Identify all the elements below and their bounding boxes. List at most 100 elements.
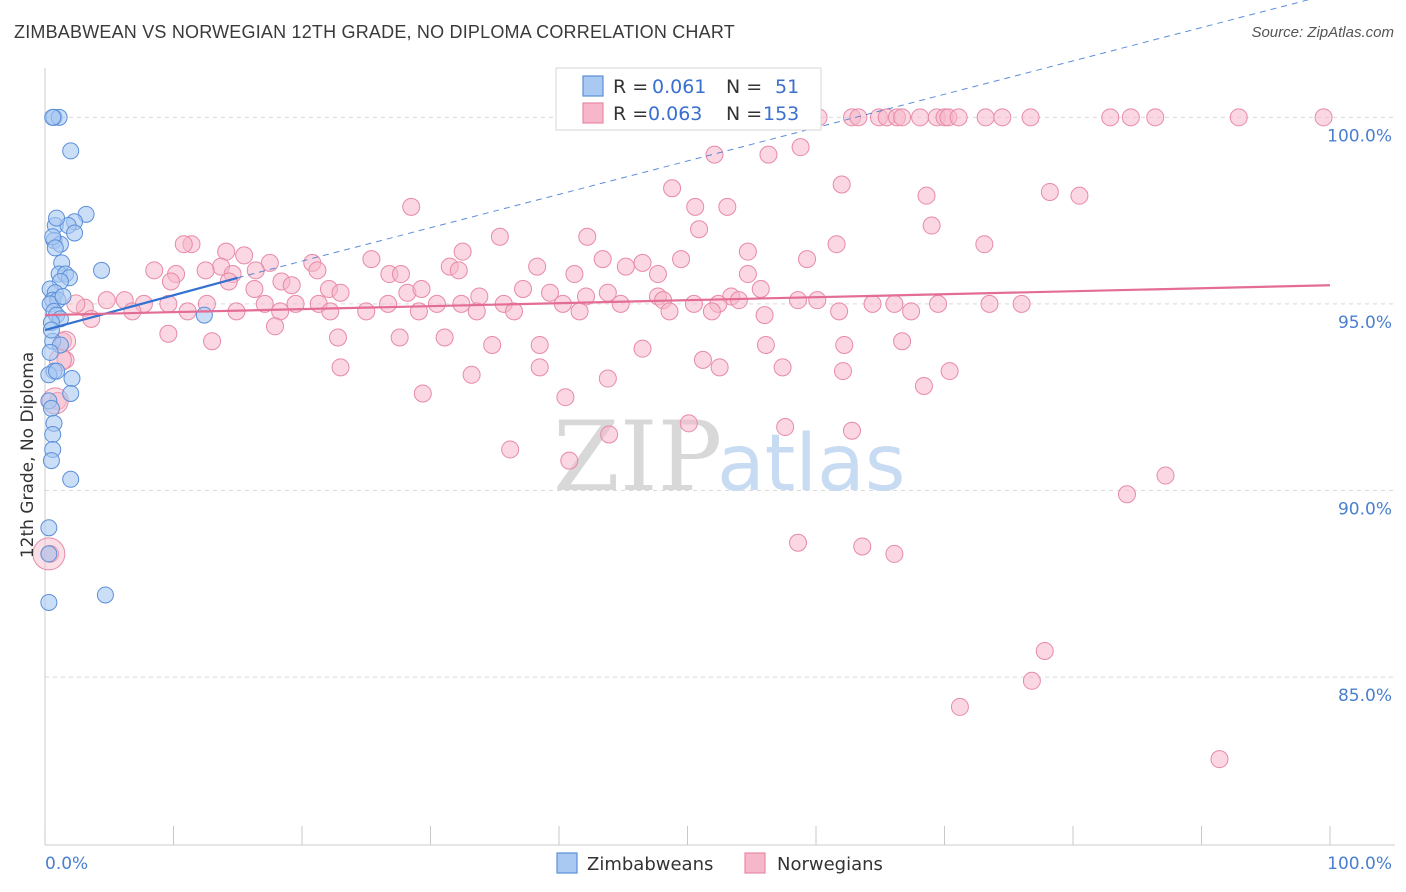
- norwegian-point: [863, 294, 882, 313]
- norwegian-point: [648, 265, 667, 284]
- zimbabwean-point: [41, 343, 59, 361]
- zimbabwean-point: [62, 384, 80, 402]
- zimbabwean-point: [48, 362, 66, 380]
- legend-n-value-zimbabweans: 51: [775, 76, 799, 98]
- norwegian-point: [578, 227, 597, 246]
- norwegian-point: [950, 697, 969, 716]
- bottom-legend-zimbabweans: Zimbabweans: [587, 854, 713, 875]
- zimbabwean-point: [42, 321, 60, 339]
- norwegian-point: [684, 294, 703, 313]
- zimbabwean-point: [40, 593, 58, 611]
- norwegian-point: [835, 335, 854, 354]
- zimbabwean-trend-line: [44, 276, 239, 332]
- norwegian-point: [560, 451, 579, 470]
- norwegian-point: [1101, 108, 1120, 127]
- zimbabweans-points: [40, 108, 213, 611]
- x-tick-label-max: 100.0%: [1327, 854, 1392, 874]
- zimbabwean-point: [44, 426, 62, 444]
- norwegian-point: [1040, 182, 1059, 201]
- norwegian-point: [917, 186, 936, 205]
- zimbabwean-point: [42, 452, 60, 470]
- y-tick-label: 100.0%: [1327, 126, 1392, 146]
- norwegian-point: [600, 425, 619, 444]
- norwegian-point: [145, 261, 164, 280]
- zimbabwean-point: [40, 519, 58, 537]
- y-tick-label: 95.0%: [1338, 313, 1392, 333]
- legend-r-label: R =: [613, 76, 648, 98]
- norwegian-point: [693, 350, 712, 369]
- norwegian-point: [255, 294, 274, 313]
- norwegian-point: [271, 302, 290, 321]
- zimbabwean-point: [66, 224, 84, 242]
- norwegian-point: [902, 302, 921, 321]
- norwegian-point: [830, 302, 849, 321]
- norwegian-point: [980, 294, 999, 313]
- norwegian-point: [914, 377, 933, 395]
- norwegian-point: [435, 328, 454, 347]
- norwegian-point: [1314, 108, 1333, 127]
- bottom-legend: Zimbabweans Norwegians: [556, 852, 883, 875]
- zimbabwean-point: [48, 209, 66, 227]
- norwegian-point: [328, 328, 347, 347]
- norwegian-point: [976, 108, 995, 127]
- zimbabwean-point: [42, 399, 60, 417]
- norwegian-point: [576, 287, 595, 306]
- norwegian-point: [598, 369, 617, 388]
- norwegian-point: [686, 197, 705, 216]
- norwegian-point: [1156, 466, 1175, 485]
- norwegian-point: [1021, 108, 1040, 127]
- norwegian-point: [308, 261, 327, 280]
- norwegian-trend-line: [44, 284, 1331, 317]
- y-tick-labels: 85.0% 90.0% 95.0% 100.0%: [1327, 126, 1392, 706]
- norwegian-point: [633, 339, 652, 358]
- watermark-zip: ZIP: [553, 401, 722, 513]
- zimbabwean-point: [63, 370, 81, 388]
- norwegian-point: [738, 265, 757, 284]
- norwegian-point: [756, 335, 775, 354]
- norwegian-point: [827, 235, 846, 254]
- norwegian-point: [362, 250, 381, 269]
- bottom-legend-norwegians: Norwegians: [777, 854, 883, 875]
- norwegian-point: [412, 279, 431, 298]
- legend-n-label: N =: [726, 76, 762, 98]
- norwegian-point: [570, 302, 589, 321]
- norwegian-point: [470, 287, 489, 306]
- norwegian-point: [1229, 108, 1248, 127]
- norwegian-point: [759, 145, 778, 164]
- bottom-legend-swatch-zimbabweans: [556, 852, 578, 874]
- norwegian-point: [453, 242, 472, 261]
- norwegian-point: [260, 253, 279, 272]
- norwegian-point: [266, 317, 285, 336]
- norwegian-point: [161, 272, 180, 291]
- zimbabwean-point: [44, 108, 62, 126]
- norwegian-point: [379, 294, 398, 313]
- norwegian-point: [1012, 294, 1031, 313]
- legend-n-label: N =: [726, 103, 762, 125]
- norwegian-point: [556, 388, 575, 407]
- norwegian-point: [705, 145, 724, 164]
- zimbabwean-point: [195, 306, 213, 324]
- norwegian-point: [773, 358, 792, 377]
- zimbabwean-point: [54, 287, 72, 305]
- norwegian-point: [718, 197, 737, 216]
- y-tick-label: 85.0%: [1338, 686, 1392, 706]
- norwegian-point: [159, 324, 178, 343]
- gridlines: [45, 116, 1395, 678]
- norwegian-point: [922, 216, 941, 235]
- norwegian-point: [514, 279, 533, 298]
- norwegian-point: [1210, 750, 1229, 769]
- norwegian-point: [791, 138, 810, 157]
- norwegian-point: [893, 108, 912, 127]
- norwegian-point: [321, 302, 340, 321]
- norwegian-point: [738, 242, 757, 261]
- norwegian-point: [390, 328, 409, 347]
- chart-title: ZIMBABWEAN VS NORWEGIAN 12TH GRADE, NO D…: [14, 22, 735, 42]
- norwegian-point: [462, 365, 481, 384]
- zimbabwean-point: [93, 261, 111, 279]
- norwegian-point: [660, 302, 679, 321]
- norwegian-point: [530, 358, 549, 377]
- trend-lines: [44, 0, 1331, 332]
- legend-swatch-zimbabweans: [582, 75, 604, 97]
- watermark-atlas: atlas: [717, 419, 906, 509]
- norwegian-point: [452, 294, 471, 313]
